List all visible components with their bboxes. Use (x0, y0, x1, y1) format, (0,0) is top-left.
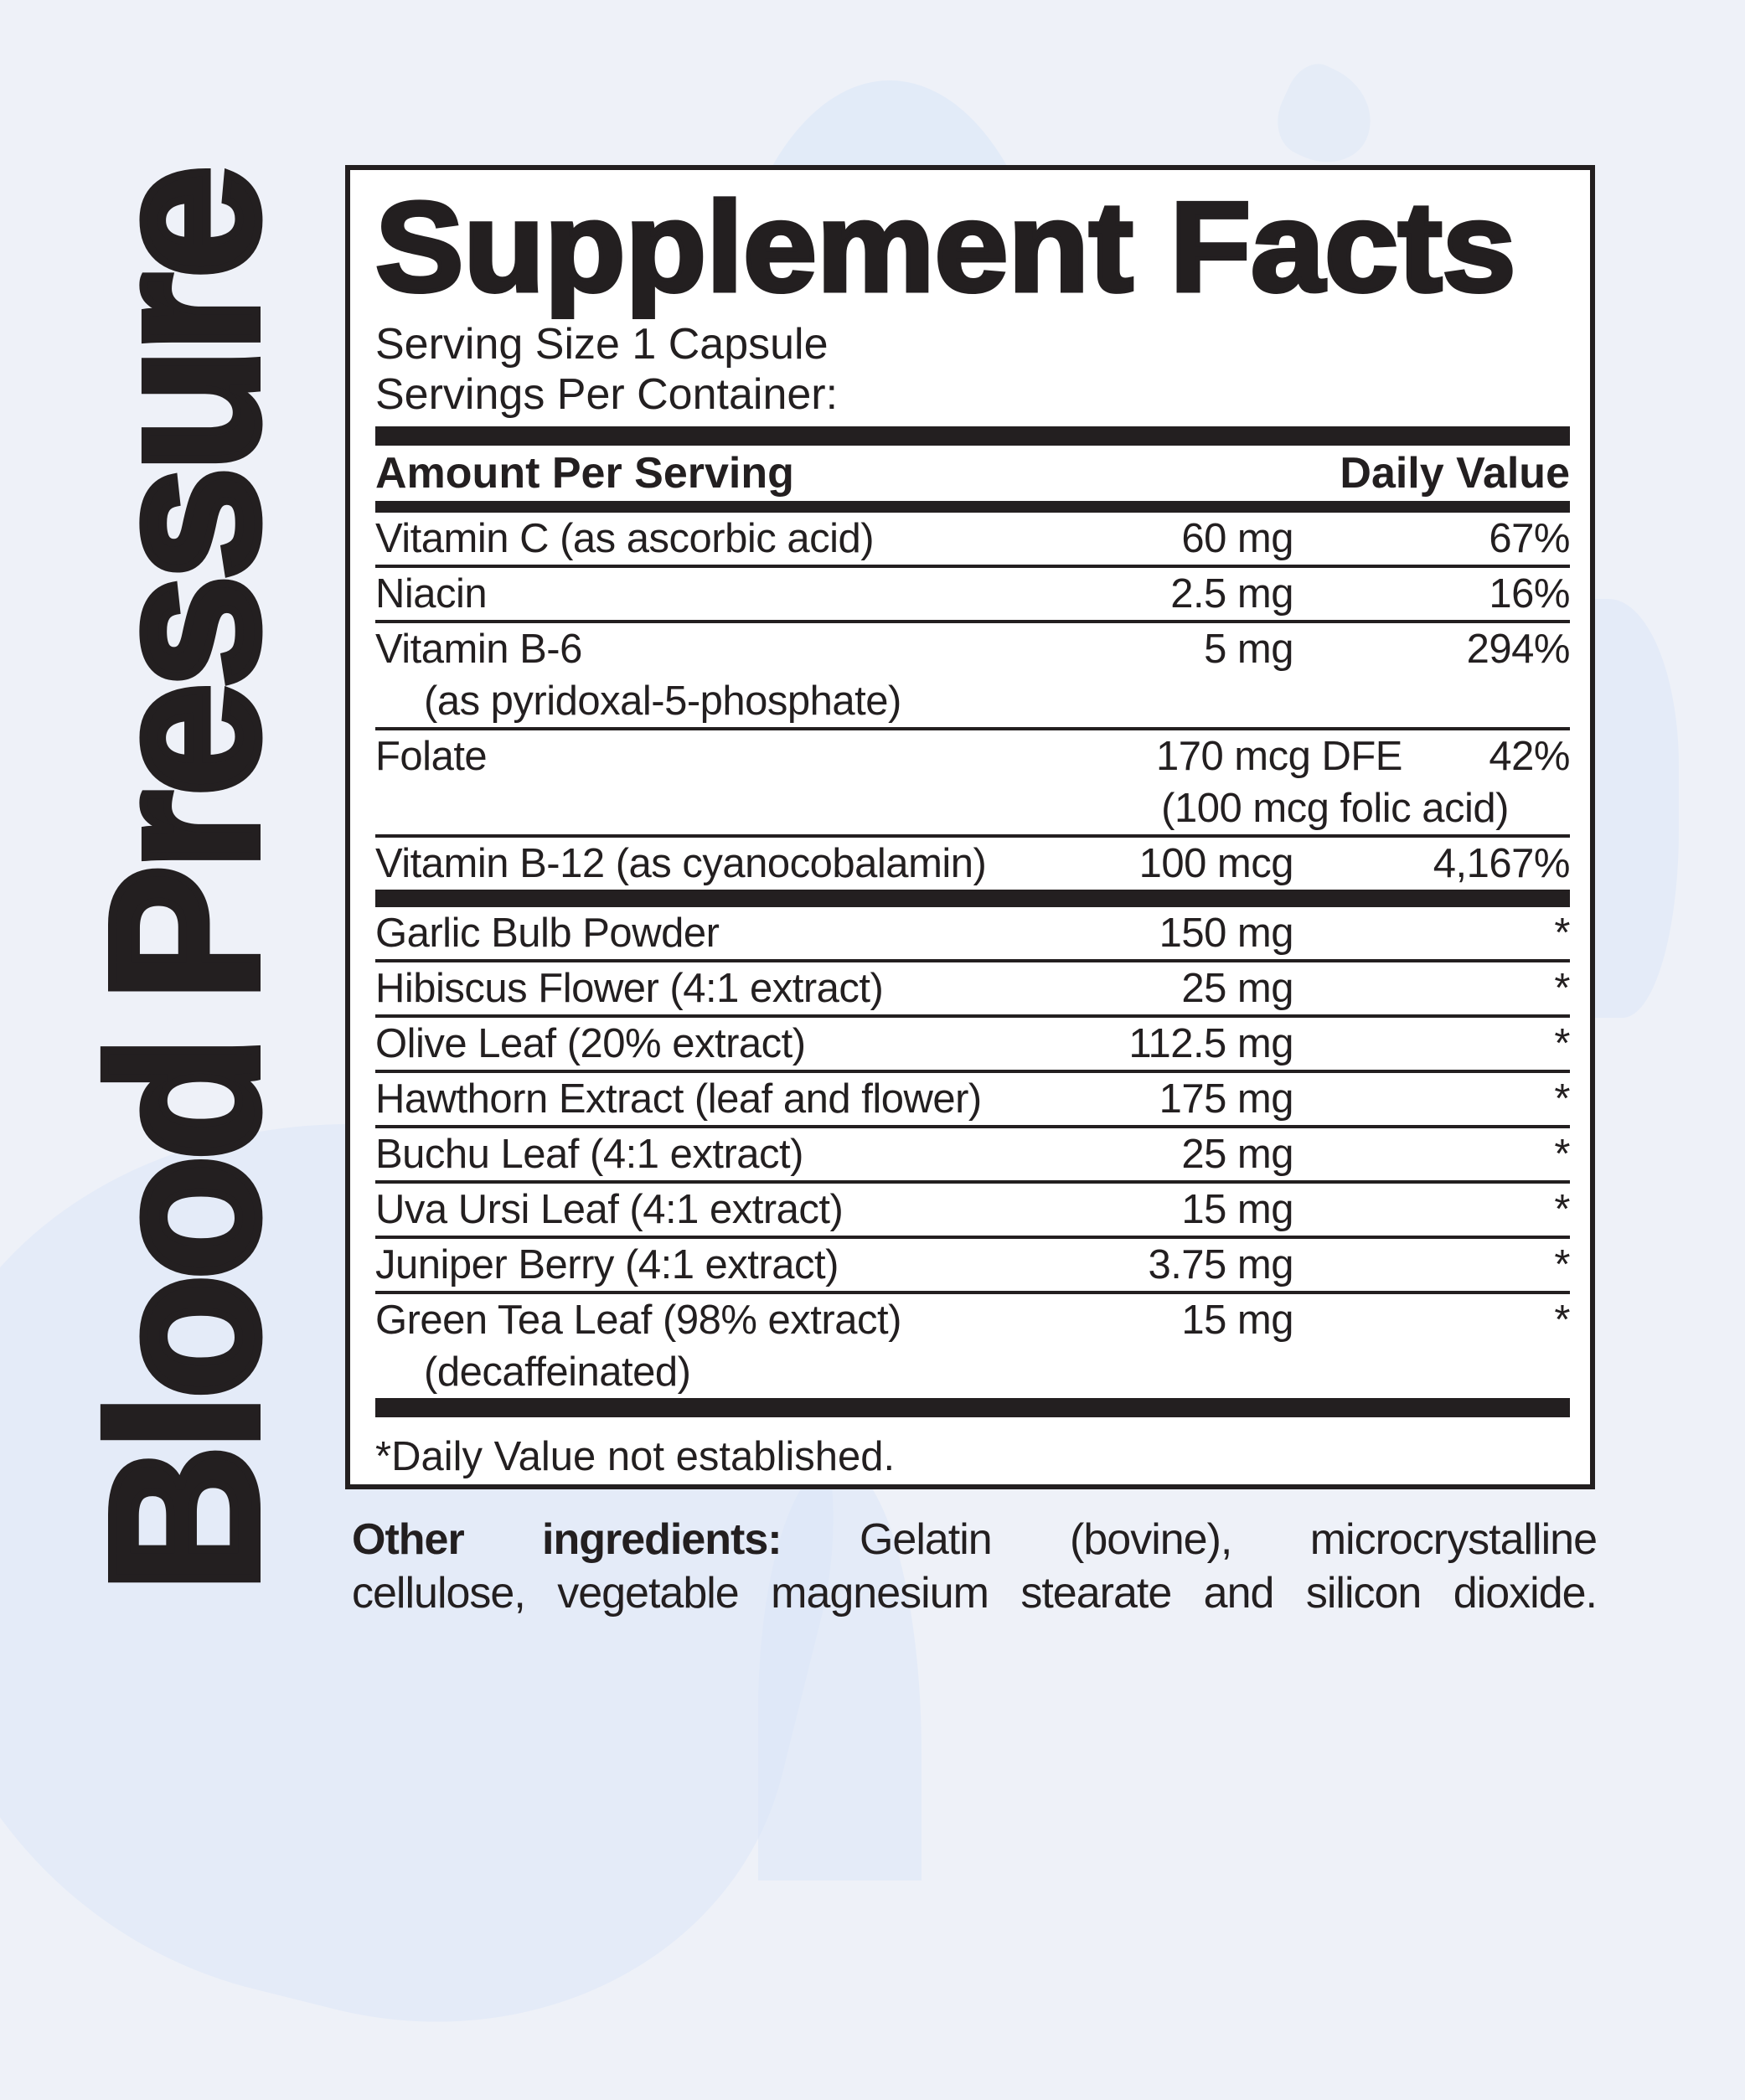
ingredient-amount: 60 mg (1181, 516, 1293, 561)
ingredient-row: Uva Ursi Leaf (4:1 extract) 15 mg * (375, 1184, 1571, 1239)
background-blob-right (1585, 599, 1679, 1018)
ingredient-row-line1: Hibiscus Flower (4:1 extract) 25 mg * (375, 962, 1571, 1014)
other-ingredients: Other ingredients: Gelatin (bovine), mic… (352, 1513, 1598, 1620)
supplement-facts-panel: Supplement Facts Serving Size 1 Capsule … (345, 165, 1595, 1489)
ingredient-daily-value: * (1554, 1021, 1570, 1066)
ingredient-amount: 25 mg (1181, 1132, 1293, 1177)
ingredient-row: Buchu Leaf (4:1 extract) 25 mg * (375, 1128, 1571, 1184)
ingredient-row-line1: Niacin 2.5 mg 16% (375, 568, 1571, 620)
ingredient-amount-continued: (100 mcg folic acid) (1161, 786, 1509, 831)
panel-title: Supplement Facts (373, 176, 1518, 318)
ingredient-amount: 2.5 mg (1170, 571, 1293, 617)
ingredient-row: Juniper Berry (4:1 extract) 3.75 mg * (375, 1239, 1571, 1294)
ingredient-row-line1: Folate 170 mcg DFE 42% (375, 730, 1571, 782)
divider-medium-header (375, 501, 1570, 513)
ingredient-row: Green Tea Leaf (98% extract) 15 mg * (decaf… (375, 1294, 1571, 1398)
ingredient-row: Garlic Bulb Powder 150 mg * (375, 907, 1571, 962)
ingredient-daily-value: * (1554, 1076, 1570, 1122)
ingredient-row-line1: Hawthorn Extract (leaf and flower) 175 mg… (375, 1073, 1571, 1125)
ingredient-daily-value: * (1554, 1132, 1570, 1177)
daily-value-footnote: *Daily Value not established. (375, 1434, 896, 1479)
ingredient-row: Vitamin C (as ascorbic acid) 60 mg 67% (375, 513, 1571, 568)
ingredient-name: Folate (375, 734, 488, 779)
ingredient-name: Niacin (375, 571, 488, 617)
background-blob-wedge (1264, 54, 1388, 178)
table-header: Amount Per Serving Daily Value (375, 446, 1570, 501)
ingredient-name: Uva Ursi Leaf (4:1 extract) (375, 1187, 844, 1232)
header-amount-per-serving: Amount Per Serving (375, 449, 794, 498)
ingredient-row: Hawthorn Extract (leaf and flower) 175 mg… (375, 1073, 1571, 1128)
divider-thick-middle (375, 890, 1570, 907)
ingredient-amount: 15 mg (1181, 1298, 1293, 1343)
vitamin-rows: Vitamin C (as ascorbic acid) 60 mg 67% Niac… (375, 513, 1571, 890)
ingredient-amount: 15 mg (1181, 1187, 1293, 1232)
ingredient-row-line1: Olive Leaf (20% extract) 112.5 mg * (375, 1018, 1571, 1070)
ingredient-name: Vitamin C (as ascorbic acid) (375, 516, 875, 561)
divider-thick-top (375, 426, 1570, 446)
ingredient-row-line1: Vitamin C (as ascorbic acid) 60 mg 67% (375, 513, 1571, 565)
other-ingredients-text1: Gelatin (bovine), microcrystalline (859, 1515, 1598, 1564)
ingredient-amount: 25 mg (1181, 966, 1293, 1011)
ingredient-row: Hibiscus Flower (4:1 extract) 25 mg * (375, 962, 1571, 1018)
ingredient-name: Buchu Leaf (4:1 extract) (375, 1132, 803, 1177)
ingredient-daily-value: 16% (1489, 571, 1570, 617)
ingredient-row-line1: Garlic Bulb Powder 150 mg * (375, 907, 1571, 959)
ingredient-name: Hawthorn Extract (leaf and flower) (375, 1076, 982, 1122)
other-ingredients-label: Other ingredients: (352, 1515, 782, 1564)
ingredient-daily-value: * (1554, 911, 1570, 956)
ingredient-name-continued: (as pyridoxal-5-phosphate) (424, 679, 901, 724)
other-ingredients-line1: Other ingredients: Gelatin (bovine), mic… (352, 1513, 1598, 1566)
ingredient-row-line1: Green Tea Leaf (98% extract) 15 mg * (375, 1294, 1571, 1346)
ingredient-amount: 170 mcg DFE (1155, 734, 1403, 779)
ingredient-daily-value: * (1554, 966, 1570, 1011)
ingredient-row-line1: Uva Ursi Leaf (4:1 extract) 15 mg * (375, 1184, 1571, 1236)
ingredient-amount: 175 mg (1159, 1076, 1294, 1122)
ingredient-daily-value: 294% (1466, 627, 1571, 672)
ingredient-name: Garlic Bulb Powder (375, 911, 720, 956)
ingredient-daily-value: * (1554, 1187, 1570, 1232)
divider-thick-bottom (375, 1398, 1570, 1417)
ingredient-row-line1: Juniper Berry (4:1 extract) 3.75 mg * (375, 1239, 1571, 1291)
ingredient-amount: 112.5 mg (1128, 1021, 1293, 1066)
ingredient-daily-value: 42% (1489, 734, 1570, 779)
ingredient-amount: 100 mcg (1138, 841, 1294, 886)
product-name-vertical: Blood Pressure (63, 166, 305, 1596)
ingredient-name: Vitamin B-6 (375, 627, 582, 672)
ingredient-amount: 3.75 mg (1148, 1242, 1293, 1287)
ingredient-name-continued: (decaffeinated) (424, 1349, 691, 1395)
servings-per-container: Servings Per Container: (375, 370, 839, 419)
ingredient-name: Olive Leaf (20% extract) (375, 1021, 806, 1066)
herbal-rows: Garlic Bulb Powder 150 mg * Hibiscus Flower… (375, 907, 1571, 1398)
ingredient-daily-value: 4,167% (1433, 841, 1571, 886)
ingredient-row: Vitamin B-6 5 mg 294% (as pyridoxal-5-phosp… (375, 623, 1571, 730)
serving-size: Serving Size 1 Capsule (375, 320, 829, 369)
ingredient-name: Vitamin B-12 (as cyanocobalamin) (375, 841, 987, 886)
ingredient-row: Folate 170 mcg DFE 42% (100 mcg folic acid) (375, 730, 1571, 838)
ingredient-row-line1: Buchu Leaf (4:1 extract) 25 mg * (375, 1128, 1571, 1180)
other-ingredients-line2: cellulose, vegetable magnesium stearate … (352, 1569, 1598, 1618)
ingredient-name: Hibiscus Flower (4:1 extract) (375, 966, 884, 1011)
ingredient-row: Olive Leaf (20% extract) 112.5 mg * (375, 1018, 1571, 1073)
ingredient-daily-value: * (1554, 1242, 1570, 1287)
ingredient-name: Juniper Berry (4:1 extract) (375, 1242, 839, 1287)
ingredient-row-line1: Vitamin B-6 5 mg 294% (375, 623, 1571, 675)
ingredient-row: Niacin 2.5 mg 16% (375, 568, 1571, 623)
ingredient-row: Vitamin B-12 (as cyanocobalamin) 100 mcg 4… (375, 838, 1571, 890)
ingredient-row-line1: Vitamin B-12 (as cyanocobalamin) 100 mcg 4… (375, 838, 1571, 890)
ingredient-amount: 150 mg (1159, 911, 1294, 956)
ingredient-daily-value: 67% (1489, 516, 1570, 561)
header-daily-value: Daily Value (1340, 449, 1570, 498)
ingredient-name: Green Tea Leaf (98% extract) (375, 1298, 901, 1343)
ingredient-daily-value: * (1554, 1298, 1570, 1343)
ingredient-amount: 5 mg (1204, 627, 1293, 672)
